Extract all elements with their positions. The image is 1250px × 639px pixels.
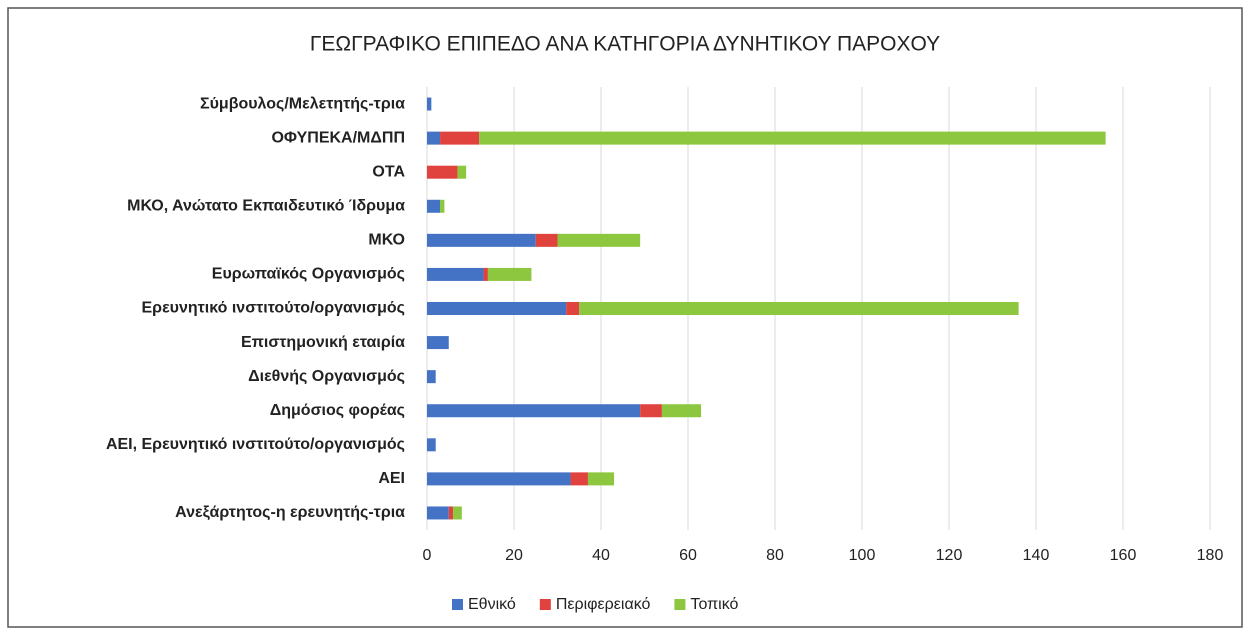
x-tick-label: 80 bbox=[766, 547, 784, 564]
y-tick-label: ΑΕΙ, Ερευνητικό ινστιτούτο/οργανισμός bbox=[106, 436, 405, 453]
bar-segment bbox=[557, 233, 641, 247]
bar-segment bbox=[427, 267, 484, 281]
bar-segment bbox=[587, 472, 615, 486]
chart-title: ΓΕΩΓΡΑΦΙΚΟ ΕΠΙΠΕΔΟ ΑΝΑ ΚΑΤΗΓΟΡΙΑ ΔΥΝΗΤΙΚ… bbox=[310, 33, 940, 56]
bar-segment bbox=[427, 438, 436, 452]
y-tick-label: Ευρωπαϊκός Οργανισμός bbox=[212, 266, 405, 283]
x-tick-label: 20 bbox=[505, 547, 523, 564]
bar-segment bbox=[579, 302, 1019, 315]
legend-swatch bbox=[452, 599, 463, 610]
bar-segment bbox=[535, 233, 558, 247]
bar-segment bbox=[427, 131, 441, 145]
x-tick-label: 180 bbox=[1197, 547, 1224, 564]
bar-segment bbox=[440, 131, 480, 145]
x-tick-label: 140 bbox=[1023, 547, 1050, 564]
x-tick-label: 0 bbox=[423, 547, 432, 564]
y-tick-label: ΜΚΟ bbox=[368, 232, 405, 249]
y-tick-label: ΟΤΑ bbox=[372, 163, 405, 180]
y-tick-label: ΜΚΟ, Ανώτατο Εκπαιδευτικό Ίδρυμα bbox=[127, 197, 405, 214]
y-tick-label: Ανεξάρτητος-η ερευνητής-τρια bbox=[175, 504, 405, 521]
y-tick-label: Επιστημονική εταιρία bbox=[241, 334, 405, 351]
legend-swatch bbox=[674, 599, 686, 610]
bar-segment bbox=[427, 506, 449, 520]
bar-segment bbox=[427, 199, 441, 213]
legend-label: Τοπικό bbox=[690, 596, 738, 613]
bar-segment bbox=[566, 302, 580, 315]
bar-segment bbox=[427, 302, 567, 315]
bar-segment bbox=[448, 506, 454, 520]
y-tick-label: Διεθνής Οργανισμός bbox=[248, 368, 405, 385]
bar-segment bbox=[487, 267, 532, 281]
bar-segment bbox=[427, 233, 536, 247]
y-tick-label: ΟΦΥΠΕΚΑ/ΜΔΠΠ bbox=[271, 129, 405, 146]
x-tick-label: 100 bbox=[849, 547, 876, 564]
x-tick-label: 160 bbox=[1110, 547, 1137, 564]
bar-segment bbox=[427, 165, 458, 179]
chart-border bbox=[7, 7, 1243, 628]
x-tick-label: 120 bbox=[936, 547, 963, 564]
bar-segment bbox=[479, 131, 1106, 145]
x-tick-label: 60 bbox=[679, 547, 697, 564]
bar-segment bbox=[427, 370, 436, 384]
bar-segment bbox=[457, 165, 467, 179]
bar-segment bbox=[661, 404, 702, 418]
bar-segment bbox=[640, 404, 662, 418]
y-tick-label: Ερευνητικό ινστιτούτο/οργανισμός bbox=[142, 300, 406, 317]
legend-label: Περιφερειακό bbox=[556, 596, 651, 613]
legend-label: Εθνικό bbox=[468, 596, 516, 613]
x-tick-label: 40 bbox=[592, 547, 610, 564]
legend-swatch bbox=[539, 599, 551, 610]
bar-segment bbox=[570, 472, 588, 486]
bar-segment bbox=[427, 404, 641, 418]
bar-segment bbox=[427, 472, 571, 486]
bar-segment bbox=[427, 336, 449, 350]
y-tick-label: Σύμβουλος/Μελετητής-τρια bbox=[200, 95, 405, 112]
bar-segment bbox=[440, 199, 445, 213]
y-tick-label: Δημόσιος φορέας bbox=[270, 402, 405, 419]
bar-segment bbox=[427, 97, 432, 111]
bar-segment bbox=[453, 506, 462, 520]
y-tick-label: ΑΕΙ bbox=[378, 470, 405, 487]
bar-segment bbox=[483, 267, 488, 281]
